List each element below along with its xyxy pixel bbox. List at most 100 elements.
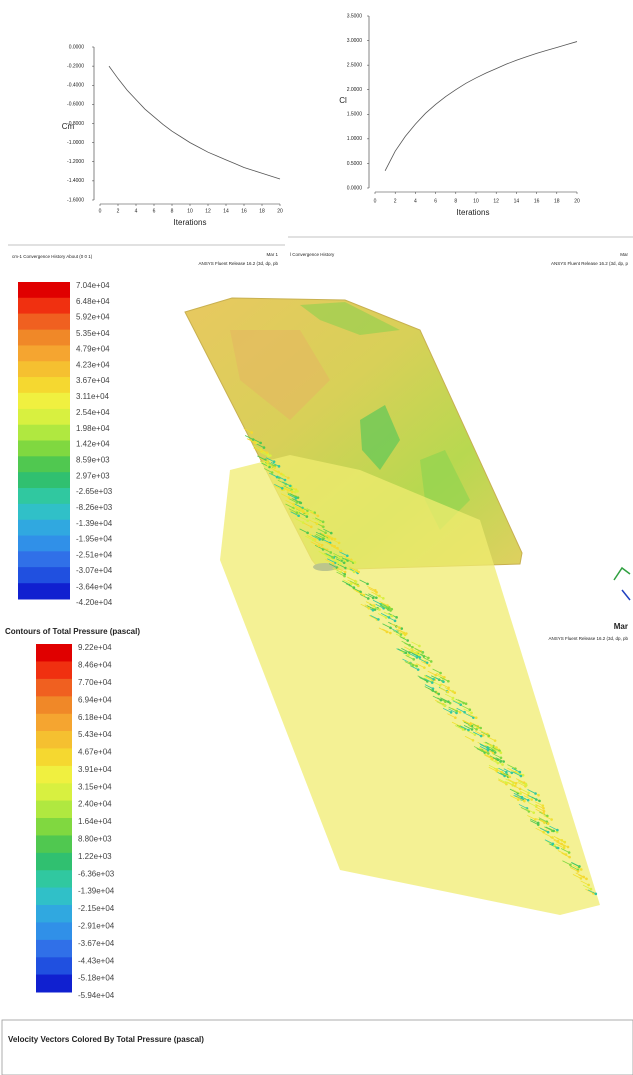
vector-head bbox=[437, 693, 440, 696]
vector-head bbox=[339, 571, 342, 574]
vector-head bbox=[440, 699, 443, 702]
vector-head bbox=[578, 865, 581, 868]
vector-head bbox=[452, 697, 455, 700]
vector-head bbox=[302, 521, 305, 524]
vector-head bbox=[321, 538, 324, 541]
vector-head bbox=[434, 674, 437, 677]
vector-head bbox=[527, 792, 530, 795]
colorbar-band bbox=[36, 661, 72, 679]
vector-head bbox=[462, 728, 465, 731]
vector-head bbox=[590, 888, 593, 891]
x-tick-label: 14 bbox=[223, 208, 229, 214]
vector-head bbox=[331, 556, 334, 559]
colorbar-label: 2.40e+04 bbox=[78, 800, 112, 809]
vector-head bbox=[419, 656, 422, 659]
vector-head bbox=[322, 521, 325, 524]
vector-head bbox=[374, 589, 377, 592]
vector-head bbox=[288, 496, 291, 499]
vector-head bbox=[542, 804, 545, 807]
vector-head bbox=[324, 531, 327, 534]
vector-head bbox=[463, 711, 466, 714]
vector-head bbox=[330, 532, 333, 535]
x-tick-label: 8 bbox=[454, 198, 457, 204]
vector-head bbox=[385, 616, 388, 619]
colorbar-label: 6.94e+04 bbox=[78, 695, 112, 704]
footer-release: ANSYS Fluent Release 16.2 (3d, dp, p bbox=[551, 261, 629, 266]
colorbar-label: 3.15e+04 bbox=[78, 782, 112, 791]
colorbar-band bbox=[36, 922, 72, 940]
vector-head bbox=[450, 711, 453, 714]
colorbar-label: -1.39e+04 bbox=[78, 887, 115, 896]
vector-head bbox=[505, 771, 508, 774]
vector-head bbox=[447, 691, 450, 694]
vector-head bbox=[339, 563, 342, 566]
vector-head bbox=[443, 676, 446, 679]
vector-head bbox=[278, 465, 281, 468]
colorbar-label: -3.07e+04 bbox=[76, 566, 113, 575]
colorbar-band bbox=[18, 551, 70, 567]
vector-head bbox=[336, 547, 339, 550]
vector-head bbox=[432, 678, 435, 681]
vector-head bbox=[568, 851, 571, 854]
colorbar-band bbox=[18, 504, 70, 520]
colorbar-label: -2.15e+04 bbox=[78, 904, 115, 913]
vector-head bbox=[469, 723, 472, 726]
vector-head bbox=[500, 751, 503, 754]
vector-head bbox=[486, 746, 489, 749]
vector-head bbox=[595, 893, 598, 896]
vector-head bbox=[338, 542, 341, 545]
colorbar-label: -2.65e+03 bbox=[76, 487, 113, 496]
colorbar-band bbox=[36, 679, 72, 697]
colorbar-label: 4.79e+04 bbox=[76, 345, 110, 354]
vector-head bbox=[480, 735, 483, 738]
vector-head bbox=[447, 686, 450, 689]
colorbar-label: 1.42e+04 bbox=[76, 440, 110, 449]
colorbar-band bbox=[18, 330, 70, 346]
y-tick-label: -1.0000 bbox=[67, 140, 84, 146]
colorbar-label: -4.43e+04 bbox=[78, 956, 115, 965]
colorbar-label: -3.64e+04 bbox=[76, 582, 113, 591]
vector-head bbox=[468, 708, 471, 711]
vector-head bbox=[547, 822, 550, 825]
colorbar-band bbox=[18, 456, 70, 472]
vector-head bbox=[289, 485, 292, 488]
colorbar-label: 3.11e+04 bbox=[76, 392, 110, 401]
y-tick-label: 2.0000 bbox=[347, 87, 363, 93]
x-axis-label: Iterations bbox=[457, 208, 490, 217]
vector-head bbox=[266, 451, 269, 454]
vector-head bbox=[294, 491, 297, 494]
vector-head bbox=[568, 856, 571, 859]
x-tick-label: 4 bbox=[135, 208, 138, 214]
vector-head bbox=[563, 847, 566, 850]
vector-head bbox=[271, 471, 274, 474]
x-tick-label: 12 bbox=[205, 208, 211, 214]
x-tick-label: 10 bbox=[473, 198, 479, 204]
vector-head bbox=[418, 654, 421, 657]
colorbar-band bbox=[36, 888, 72, 906]
colorbar-band bbox=[18, 567, 70, 584]
vector-head bbox=[306, 515, 309, 518]
vector-head bbox=[343, 561, 346, 564]
vector-head bbox=[321, 544, 324, 547]
y-axis-label: Cl bbox=[339, 96, 347, 105]
footer-date: Mar bbox=[620, 252, 628, 257]
vector-head bbox=[346, 554, 349, 557]
colorbar-band bbox=[18, 520, 70, 536]
vector-head bbox=[357, 585, 360, 588]
vector-head bbox=[447, 680, 450, 683]
vector-head bbox=[284, 479, 287, 482]
vector-head bbox=[502, 760, 505, 763]
x-tick-label: 20 bbox=[574, 198, 580, 204]
vector-head bbox=[487, 749, 490, 752]
colorbar-label: 1.64e+04 bbox=[78, 817, 112, 826]
colorbar-label: 9.22e+04 bbox=[78, 643, 112, 652]
vector-head bbox=[266, 461, 269, 464]
y-tick-label: 3.5000 bbox=[347, 13, 363, 19]
vector-head bbox=[515, 782, 518, 785]
vector-head bbox=[520, 775, 523, 778]
vector-head bbox=[519, 788, 522, 791]
footer-date: Mar 1 bbox=[266, 252, 278, 257]
y-tick-label: 0.0000 bbox=[69, 44, 85, 50]
colorbar-label: 5.92e+04 bbox=[76, 313, 110, 322]
vector-head bbox=[375, 596, 378, 599]
